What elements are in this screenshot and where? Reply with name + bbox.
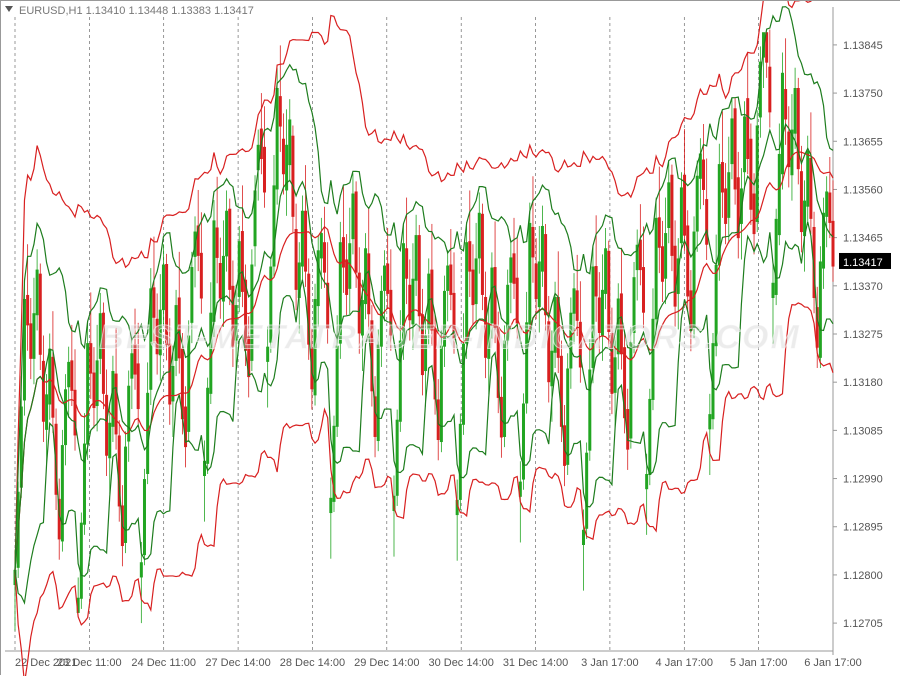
svg-text:1.13845: 1.13845 [843,40,883,52]
svg-text:1.13750: 1.13750 [843,88,883,100]
svg-text:30 Dec 14:00: 30 Dec 14:00 [428,657,493,669]
svg-text:28 Dec 14:00: 28 Dec 14:00 [280,657,345,669]
svg-text:EURUSD,H1 1.13410 1.13448 1.1: EURUSD,H1 1.13410 1.13448 1.13383 1.1341… [19,5,254,17]
svg-text:1.13465: 1.13465 [843,233,883,245]
svg-text:24 Dec 11:00: 24 Dec 11:00 [131,657,196,669]
svg-text:6 Jan 17:00: 6 Jan 17:00 [804,657,862,669]
svg-text:1.12800: 1.12800 [843,570,883,582]
svg-text:1.13370: 1.13370 [843,281,883,293]
svg-text:31 Dec 14:00: 31 Dec 14:00 [503,657,568,669]
svg-text:1.13655: 1.13655 [843,136,883,148]
svg-text:1.13417: 1.13417 [843,257,883,269]
svg-text:1.13180: 1.13180 [843,377,883,389]
svg-text:5 Jan 17:00: 5 Jan 17:00 [730,657,788,669]
svg-text:1.13560: 1.13560 [843,184,883,196]
svg-text:1.12705: 1.12705 [843,618,883,630]
svg-text:4 Jan 17:00: 4 Jan 17:00 [656,657,714,669]
chart-container[interactable]: 22 Dec 202123 Dec 11:0024 Dec 11:0027 De… [0,0,900,675]
price-chart: 22 Dec 202123 Dec 11:0024 Dec 11:0027 De… [1,1,900,676]
svg-text:23 Dec 11:00: 23 Dec 11:00 [57,657,122,669]
svg-text:29 Dec 14:00: 29 Dec 14:00 [354,657,419,669]
svg-text:1.12990: 1.12990 [843,474,883,486]
svg-text:27 Dec 14:00: 27 Dec 14:00 [205,657,270,669]
svg-text:1.12895: 1.12895 [843,522,883,534]
svg-text:3 Jan 17:00: 3 Jan 17:00 [581,657,639,669]
svg-text:1.13085: 1.13085 [843,425,883,437]
svg-text:1.13275: 1.13275 [843,329,883,341]
